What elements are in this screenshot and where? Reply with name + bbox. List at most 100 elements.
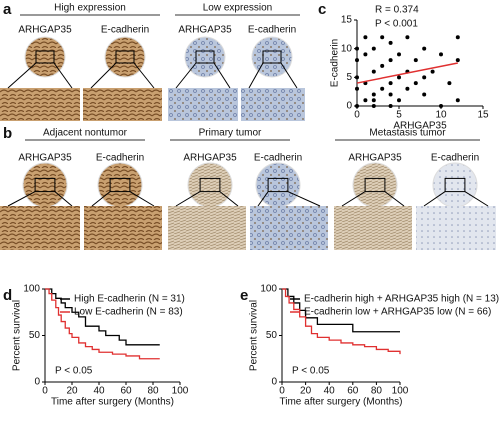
point: [363, 98, 368, 103]
zoom-link: [464, 191, 489, 207]
stain-label: E-cadherin: [254, 153, 302, 164]
zoom-link: [133, 62, 155, 89]
zoom-link: [175, 191, 201, 207]
stain-label: ARHGAP35: [18, 153, 72, 164]
y-axis-label: Percent survival: [249, 300, 260, 371]
panel-label: e: [240, 287, 248, 304]
zoom-box: [199, 177, 221, 193]
stain-label: ARHGAP35: [178, 25, 232, 36]
point: [363, 35, 368, 40]
stain-label: ARHGAP35: [18, 25, 72, 36]
zoom-image: [0, 88, 80, 121]
point: [371, 69, 376, 74]
zoom-box: [115, 50, 135, 64]
tissue-core: [184, 36, 226, 78]
x-tick-label: 10: [435, 110, 447, 121]
point: [397, 98, 401, 103]
zoom-link: [7, 62, 37, 89]
zoom-link: [423, 191, 446, 207]
zoom-link: [341, 191, 366, 207]
y-axis-label: E-cadherin: [330, 39, 341, 87]
x-tick-label: 0: [42, 386, 48, 397]
zoom-image: [0, 206, 80, 250]
point: [405, 35, 410, 40]
point: [447, 81, 452, 86]
zoom-link: [54, 191, 73, 207]
point: [363, 52, 368, 57]
point: [355, 86, 359, 91]
point: [413, 81, 418, 86]
panel-label: c: [318, 1, 326, 18]
y-tick-label: 0: [271, 377, 277, 388]
point: [388, 40, 393, 45]
group-heading: High expression: [54, 3, 126, 14]
point: [371, 46, 376, 51]
point: [380, 63, 385, 68]
tissue-core: [255, 162, 301, 208]
zoom-image: [168, 206, 246, 250]
x-axis-label: Time after surgery (Months): [51, 397, 174, 408]
annotation: P < 0.001: [375, 19, 418, 30]
y-tick-label: 50: [266, 330, 278, 341]
stain-label: ARHGAP35: [183, 153, 237, 164]
point: [439, 52, 443, 57]
legend-label: High E-cadherin (N = 31): [74, 294, 185, 305]
zoom-box: [444, 177, 466, 193]
zoom-link: [91, 191, 111, 207]
x-tick-label: 5: [396, 110, 402, 121]
x-tick-label: 15: [477, 110, 489, 121]
x-tick-label: 100: [172, 386, 189, 397]
x-tick-label: 40: [93, 386, 105, 397]
zoom-box: [195, 50, 215, 64]
y-tick-label: 0: [34, 377, 40, 388]
zoom-link: [53, 62, 73, 89]
annotation: R = 0.374: [375, 5, 419, 16]
zoom-box: [267, 177, 289, 193]
point: [413, 58, 418, 63]
y-tick-label: 5: [346, 72, 352, 83]
point: [388, 81, 393, 86]
x-axis-label: Time after surgery (Months): [280, 397, 403, 408]
x-tick-label: 20: [66, 386, 78, 397]
point: [430, 69, 435, 74]
x-tick-label: 20: [300, 386, 312, 397]
legend-label: Low E-cadherin (N = 83): [74, 307, 183, 318]
x-tick-label: 0: [279, 386, 285, 397]
zoom-box: [34, 177, 56, 193]
group-heading: Low expression: [203, 3, 272, 14]
zoom-link: [7, 191, 36, 207]
y-tick-label: 100: [260, 284, 277, 295]
legend-label: E-cadherin low + ARHGAP35 low (N = 66): [304, 307, 491, 318]
zoom-link: [287, 191, 321, 207]
zoom-link: [129, 191, 155, 207]
zoom-box: [262, 50, 282, 64]
point: [355, 104, 359, 108]
point: [455, 98, 460, 103]
panel-label: a: [3, 1, 12, 18]
x-tick-label: 0: [354, 110, 360, 121]
stain-label: ARHGAP35: [348, 153, 402, 164]
y-tick-label: 0: [346, 101, 352, 112]
y-tick-label: 50: [29, 330, 41, 341]
tissue-core: [187, 162, 233, 208]
x-tick-label: 60: [120, 386, 132, 397]
tissue-core: [24, 36, 66, 78]
x-tick-label: 60: [347, 386, 359, 397]
tissue-core: [97, 162, 143, 208]
zoom-image: [250, 206, 328, 250]
point: [380, 35, 385, 40]
zoom-image: [241, 88, 305, 121]
x-tick-label: 80: [147, 386, 159, 397]
point: [388, 104, 393, 108]
group-heading: Adjacent nontumor: [43, 128, 128, 139]
point: [371, 98, 376, 103]
zoom-image: [416, 206, 496, 250]
point: [355, 46, 359, 51]
point: [397, 52, 401, 57]
point: [388, 58, 393, 63]
point: [355, 75, 359, 80]
survival-curve: [45, 288, 160, 360]
x-tick-label: 40: [324, 386, 336, 397]
point: [422, 46, 427, 51]
